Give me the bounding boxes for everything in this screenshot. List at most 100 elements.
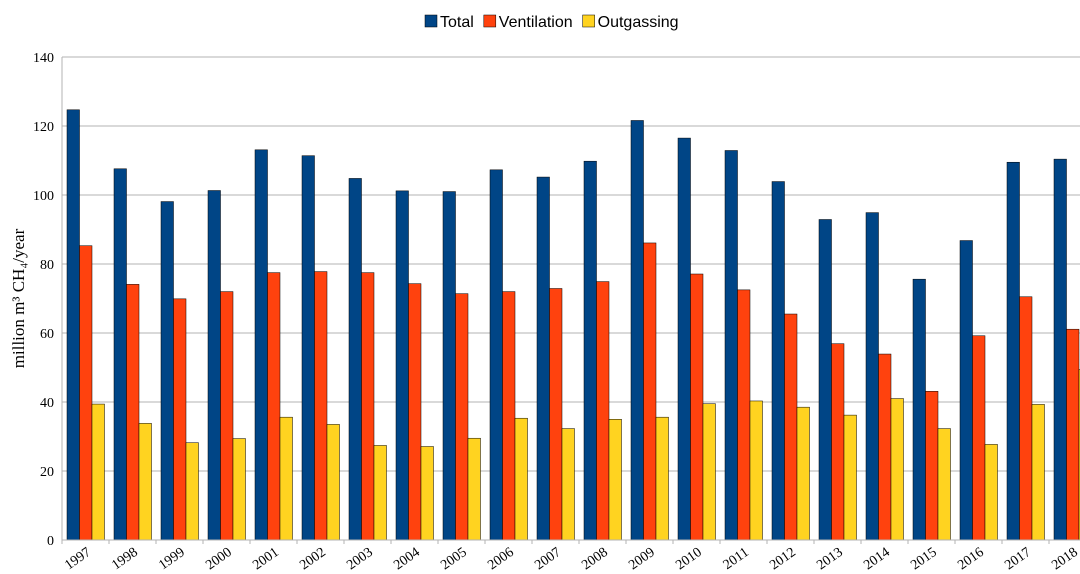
x-tick-label: 2000 xyxy=(203,545,235,573)
bar xyxy=(326,424,340,541)
bar xyxy=(912,278,926,541)
y-tick-label: 140 xyxy=(33,51,54,66)
x-tick-label: 2014 xyxy=(861,545,893,573)
legend-label: Total xyxy=(440,14,474,31)
bar xyxy=(502,291,516,541)
bar xyxy=(561,428,575,541)
bar xyxy=(984,444,998,541)
y-tick-label: 60 xyxy=(40,327,54,342)
bar xyxy=(796,406,810,541)
bar xyxy=(878,353,892,541)
legend-swatch xyxy=(424,14,438,28)
bar xyxy=(361,272,375,541)
bar xyxy=(489,169,503,541)
x-tick-label: 2012 xyxy=(767,545,799,573)
bar xyxy=(643,242,657,541)
bar xyxy=(160,201,174,541)
bar xyxy=(890,398,904,541)
bar xyxy=(207,190,221,541)
bar xyxy=(138,423,152,541)
bar xyxy=(126,284,140,541)
bar xyxy=(66,109,80,541)
bar xyxy=(724,150,738,541)
bar xyxy=(843,414,857,541)
x-tick-label: 1998 xyxy=(109,545,141,573)
bar xyxy=(455,293,469,541)
bar xyxy=(925,391,939,541)
bar xyxy=(420,446,434,541)
x-tick-label: 2018 xyxy=(1049,545,1080,573)
x-tick-label: 2007 xyxy=(532,545,564,573)
bar xyxy=(314,271,328,541)
legend-swatch xyxy=(582,14,595,28)
x-tick-label: 2016 xyxy=(955,545,987,573)
x-tick-label: 2002 xyxy=(297,545,329,573)
bar xyxy=(1031,404,1045,541)
bar xyxy=(173,298,187,541)
bar xyxy=(91,403,105,541)
bar xyxy=(818,219,832,541)
bar xyxy=(348,178,362,541)
bar xyxy=(514,417,528,541)
bar xyxy=(608,419,622,541)
bar xyxy=(1019,296,1033,541)
bar xyxy=(408,283,422,541)
x-tick-label: 2008 xyxy=(579,545,611,573)
x-tick-label: 1997 xyxy=(62,545,94,573)
x-tick-label: 2001 xyxy=(250,545,282,573)
y-tick-label: 120 xyxy=(33,120,54,135)
x-tick-label: 2006 xyxy=(485,545,517,573)
bar xyxy=(959,240,973,541)
x-tick-label: 2013 xyxy=(814,545,846,573)
y-tick-label: 100 xyxy=(33,189,54,204)
bar xyxy=(254,149,268,541)
bar xyxy=(702,403,716,541)
x-tick-label: 2010 xyxy=(673,545,705,573)
bar xyxy=(1066,328,1080,541)
bar xyxy=(79,245,93,541)
bar xyxy=(536,176,550,541)
x-tick-label: 2005 xyxy=(438,545,470,573)
bar xyxy=(232,438,246,541)
bar xyxy=(301,155,315,541)
bar xyxy=(831,343,845,541)
bar xyxy=(596,281,610,541)
bar xyxy=(784,313,798,541)
legend-label: Ventilation xyxy=(499,14,573,31)
bar xyxy=(220,291,234,541)
bar xyxy=(113,168,127,541)
bar xyxy=(771,181,785,541)
x-tick-label: 2015 xyxy=(908,545,940,573)
x-tick-label: 2009 xyxy=(626,545,658,573)
bar xyxy=(467,437,481,541)
y-axis-label: million m³ CH₄/year xyxy=(9,228,28,368)
bar xyxy=(655,416,669,541)
bar xyxy=(630,120,644,541)
bar xyxy=(549,288,563,541)
x-tick-label: 2017 xyxy=(1002,545,1034,573)
bar xyxy=(865,212,879,541)
bar xyxy=(690,273,704,541)
y-tick-label: 80 xyxy=(40,258,54,273)
bar xyxy=(185,442,199,541)
x-tick-label: 2003 xyxy=(344,545,376,573)
bar xyxy=(1053,158,1067,541)
bar xyxy=(937,428,951,541)
y-tick-label: 0 xyxy=(47,534,54,549)
y-tick-label: 40 xyxy=(40,396,54,411)
bar xyxy=(267,272,281,541)
x-tick-label: 2011 xyxy=(721,545,752,573)
legend-label: Outgassing xyxy=(598,14,679,31)
bar xyxy=(737,289,751,541)
y-tick-label: 20 xyxy=(40,465,54,480)
legend-swatch xyxy=(483,14,497,28)
bar xyxy=(373,445,387,541)
bar xyxy=(677,137,691,541)
bar xyxy=(395,190,409,541)
x-tick-label: 2004 xyxy=(391,545,423,573)
bar xyxy=(442,191,456,541)
bar xyxy=(749,400,763,541)
bar xyxy=(1006,161,1020,541)
bar xyxy=(279,416,293,541)
